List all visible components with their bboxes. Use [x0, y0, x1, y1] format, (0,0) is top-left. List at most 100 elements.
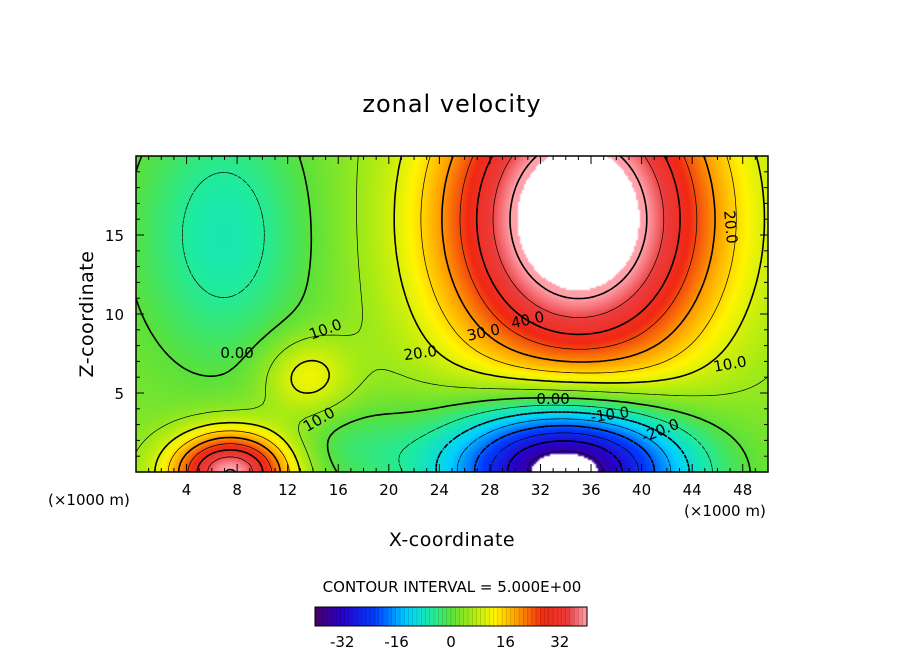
colorbar-cell: [502, 607, 507, 626]
contour-label: 20.0: [403, 342, 439, 364]
colorbar-cell: [574, 607, 580, 626]
colorbar-cell: [476, 607, 482, 626]
colorbar-cell: [485, 607, 490, 626]
colorbar-cell: [557, 607, 563, 626]
contour-label: 20.0: [720, 210, 741, 245]
colorbar-cell: [548, 607, 554, 626]
colorbar-cell: [472, 607, 478, 626]
colorbar-cell: [442, 607, 448, 626]
contour-lines: [136, 156, 768, 472]
x-tick-label: 16: [329, 481, 348, 499]
colorbar-cell: [383, 607, 388, 626]
colorbar-cell: [327, 607, 333, 626]
colorbar-cell: [366, 607, 371, 626]
colorbar-cell: [344, 607, 350, 626]
colorbar-cell: [514, 607, 520, 626]
contour-level: [456, 418, 672, 472]
colorbar-cell: [438, 607, 444, 626]
y-axis-label: Z-coordinate: [76, 251, 98, 378]
colorbar-cell: [332, 607, 337, 626]
x-tick-label: 40: [632, 481, 651, 499]
colorbar-cell: [340, 607, 346, 626]
colorbar-cell: [349, 607, 354, 626]
heatmap-field: [136, 156, 768, 472]
colorbar-cell: [506, 607, 512, 626]
colorbar-cell: [404, 607, 410, 626]
x-axis-label: X-coordinate: [389, 529, 515, 551]
colorbar-cell: [493, 607, 499, 626]
colorbar-cell: [523, 607, 529, 626]
colorbar-cell: [519, 607, 524, 626]
colorbar-cell: [378, 607, 384, 626]
x-unit-left: (×1000 m): [48, 491, 130, 509]
colorbar-cell: [400, 607, 405, 626]
y-tick-label: 10: [105, 306, 124, 324]
x-unit-right: (×1000 m): [684, 502, 766, 520]
colorbar-cell: [412, 607, 418, 626]
colorbar-cell: [434, 607, 439, 626]
colorbar-cell: [374, 607, 380, 626]
contour-level: [154, 156, 766, 472]
contour-label: 0.00: [536, 390, 569, 408]
contour-level: [224, 156, 648, 472]
chart-title: zonal velocity: [362, 90, 541, 118]
colorbar-tick-label: 16: [496, 633, 515, 651]
colorbar-cell: [544, 607, 550, 626]
colorbar-cell: [489, 607, 495, 626]
colorbar-cell: [540, 607, 546, 626]
colorbar-cell: [459, 607, 465, 626]
x-tick-label: 24: [430, 481, 449, 499]
colorbar: -32 -16 0 16 32: [314, 606, 588, 651]
colorbar-tick-label: 32: [550, 633, 569, 651]
colorbar-cell: [391, 607, 397, 626]
colorbar-tick-label: -32: [330, 633, 355, 651]
x-tick-label: 48: [733, 481, 752, 499]
contour-level: [187, 156, 698, 472]
colorbar-tick-label: -16: [384, 633, 409, 651]
colorbar-cell: [319, 607, 325, 626]
colorbar-cell: [370, 607, 376, 626]
colorbar-cell: [315, 607, 320, 626]
x-tick-label: 8: [232, 481, 242, 499]
contour-label: -10.0: [589, 403, 630, 426]
colorbar-cell: [497, 607, 503, 626]
contour-level: [506, 440, 623, 472]
x-tick-label: 12: [278, 481, 297, 499]
colorbar-cell: [480, 607, 486, 626]
colorbar-cell: [570, 607, 575, 626]
colorbar-tick-label: 0: [446, 633, 456, 651]
colorbar-cell: [455, 607, 461, 626]
colorbar-cell: [578, 607, 584, 626]
colorbar-cell: [451, 607, 456, 626]
colorbar-cell: [361, 607, 367, 626]
colorbar-cell: [582, 607, 588, 626]
colorbar-cell: [429, 607, 435, 626]
colorbar-cell: [408, 607, 414, 626]
contour-label: 0.00: [220, 344, 253, 362]
contour-label: 10.0: [712, 352, 748, 376]
colorbar-cell: [553, 607, 558, 626]
colorbar-cell: [565, 607, 571, 626]
x-tick-label: 20: [379, 481, 398, 499]
colorbar-cell: [425, 607, 431, 626]
y-tick-label: 5: [114, 385, 124, 403]
colorbar-cell: [468, 607, 473, 626]
x-tick-label: 4: [182, 481, 192, 499]
colorbar-cell: [421, 607, 427, 626]
x-tick-label: 28: [480, 481, 499, 499]
contour-level: [490, 432, 640, 472]
contour-level: [473, 424, 656, 472]
x-tick-label: 32: [531, 481, 550, 499]
colorbar-cell: [536, 607, 541, 626]
colorbar-frame: [314, 606, 588, 627]
colorbar-cell: [510, 607, 516, 626]
contour-level: [435, 411, 691, 472]
colorbar-cell: [353, 607, 359, 626]
colorbar-cell: [336, 607, 342, 626]
colorbar-cell: [417, 607, 422, 626]
contour-interval-text: CONTOUR INTERVAL = 5.000E+00: [323, 578, 582, 596]
contour-level: [196, 156, 681, 472]
colorbar-cell: [395, 607, 401, 626]
